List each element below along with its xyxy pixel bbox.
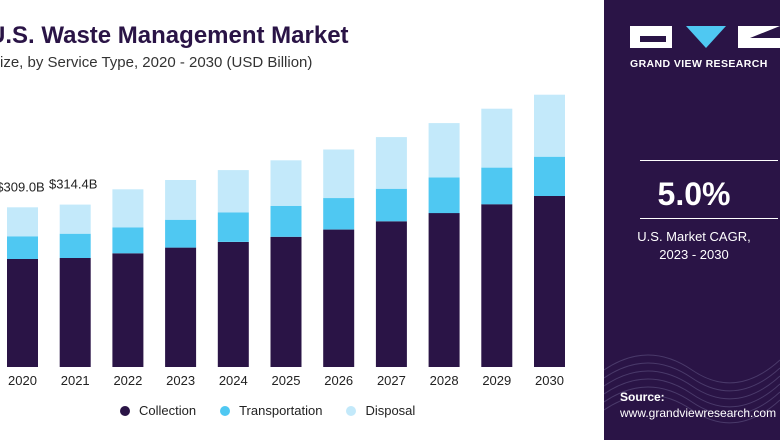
x-tick-label-2025: 2025	[272, 373, 301, 388]
cagr-value: 5.0%	[657, 176, 731, 212]
source-label: Source:	[620, 390, 665, 404]
bar-disposal-2023	[165, 180, 197, 220]
bar-disposal-2030	[534, 94, 565, 157]
x-tick-label-2021: 2021	[61, 373, 90, 388]
x-tick-label-2024: 2024	[219, 373, 248, 388]
legend-item-collection: Collection	[120, 403, 196, 418]
bar-collection-2022	[112, 253, 144, 367]
bar-transportation-2022	[112, 227, 144, 254]
bar-transportation-2020	[7, 236, 38, 259]
x-tick-label-2028: 2028	[430, 373, 459, 388]
legend-swatch-disposal	[346, 405, 357, 416]
chart-title: U.S. Waste Management Market	[0, 22, 349, 49]
legend-swatch-transportation	[220, 405, 231, 416]
x-tick-label-2022: 2022	[113, 373, 142, 388]
bar-disposal-2022	[112, 189, 144, 228]
bar-collection-2023	[165, 247, 197, 367]
source-url[interactable]: www.grandviewresearch.com	[620, 406, 777, 420]
bar-collection-2021	[59, 258, 91, 367]
bar-disposal-2027	[375, 137, 407, 189]
x-tick-label-2023: 2023	[166, 373, 195, 388]
bar-transportation-2021	[59, 233, 91, 258]
decorative-waves-icon	[604, 354, 780, 424]
bar-collection-2020	[7, 259, 38, 367]
bar-transportation-2026	[323, 198, 355, 230]
grand-view-research-logo-icon	[630, 26, 780, 48]
legend-label-transportation: Transportation	[239, 403, 323, 418]
bar-transportation-2028	[428, 177, 460, 214]
bar-transportation-2025	[270, 205, 302, 237]
data-label-2021: $314.4B	[49, 177, 97, 192]
bar-collection-2029	[481, 204, 513, 367]
bar-collection-2028	[428, 213, 460, 367]
brand-name: GRAND VIEW RESEARCH	[630, 58, 768, 70]
divider-bottom	[640, 218, 778, 219]
bar-collection-2025	[270, 236, 302, 367]
x-tick-label-2020: 2020	[8, 373, 37, 388]
x-tick-label-2029: 2029	[482, 373, 511, 388]
bar-collection-2030	[534, 196, 565, 367]
bar-disposal-2026	[323, 149, 355, 199]
legend-label-disposal: Disposal	[365, 403, 416, 418]
cagr-label-line1: U.S. Market CAGR,	[637, 229, 751, 244]
cagr-label: U.S. Market CAGR, 2023 - 2030	[624, 228, 764, 264]
bar-disposal-2025	[270, 160, 302, 206]
bar-disposal-2028	[428, 123, 460, 178]
stacked-bar-chart: 2020 2021 2022 2023 2024 2025 2026 2027 2028 2029…	[0, 94, 565, 388]
bar-transportation-2023	[165, 219, 197, 248]
legend-swatch-collection	[120, 405, 130, 416]
legend-item-disposal: Disposal	[346, 403, 415, 418]
bar-disposal-2029	[481, 108, 513, 168]
cagr-label-line2: 2023 - 2030	[659, 247, 729, 262]
bar-collection-2026	[323, 229, 355, 367]
chart-panel: U.S. Waste Management Market Size, by Se…	[0, 22, 565, 418]
bar-transportation-2024	[217, 212, 249, 242]
x-tick-label-2026: 2026	[324, 373, 353, 388]
bar-transportation-2030	[534, 156, 565, 196]
chart-subtitle: Size, by Service Type, 2020 - 2030 (USD …	[0, 54, 313, 71]
data-label-2020: $309.0B	[0, 179, 45, 194]
x-tick-label-2027: 2027	[377, 373, 406, 388]
bar-collection-2024	[217, 242, 249, 367]
bar-disposal-2024	[217, 170, 249, 213]
legend-item-transportation: Transportation	[220, 403, 322, 418]
divider-top	[640, 160, 778, 161]
bar-transportation-2027	[375, 188, 407, 222]
bar-collection-2027	[375, 221, 407, 367]
bar-transportation-2029	[481, 167, 513, 205]
legend-label-collection: Collection	[139, 403, 197, 418]
x-tick-label-2030: 2030	[535, 373, 564, 388]
summary-panel: GRAND VIEW RESEARCH 5.0% U.S. Market CAG…	[604, 0, 780, 440]
bar-disposal-2020	[7, 207, 38, 237]
chart-legend: Collection Transportation Disposal	[120, 403, 439, 418]
bar-disposal-2021	[59, 204, 91, 234]
